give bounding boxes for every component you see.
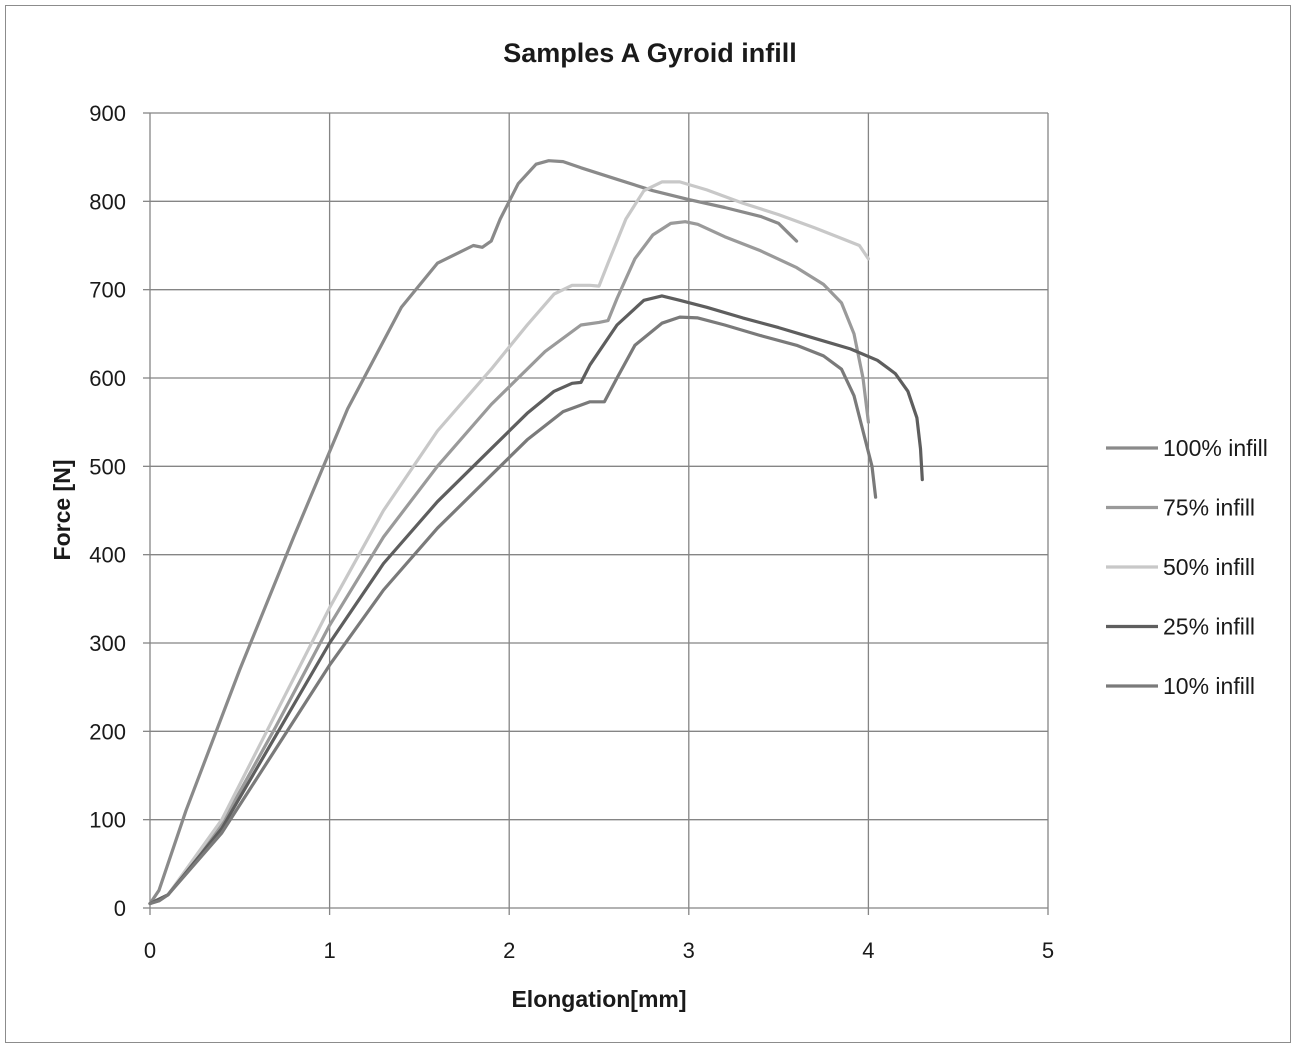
series-line-75-infill [148, 220, 870, 906]
y-tick-label: 800 [89, 189, 126, 214]
legend: 100% infill 75% infill 50% infill 25% infil… [1106, 435, 1268, 699]
legend-label: 25% infill [1163, 614, 1255, 640]
x-axis-title: Elongation[mm] [511, 986, 686, 1012]
legend-label: 50% infill [1163, 554, 1255, 580]
y-tick-label: 900 [89, 101, 126, 126]
legend-label: 10% infill [1163, 673, 1255, 699]
series-line-50-infill [148, 180, 870, 906]
y-tick-label: 100 [89, 808, 126, 833]
x-tick-label: 3 [683, 938, 695, 963]
y-tick-label: 700 [89, 278, 126, 303]
chart-frame [5, 5, 1291, 1043]
x-tick-label: 0 [144, 938, 156, 963]
y-tick-label: 200 [89, 719, 126, 744]
series-line-25-infill [148, 294, 924, 906]
legend-label: 100% infill [1163, 435, 1268, 461]
y-tick-label: 300 [89, 631, 126, 656]
x-tick-label: 2 [503, 938, 515, 963]
grid [143, 112, 1049, 915]
series-line-10-infill [148, 315, 878, 906]
legend-label: 75% infill [1163, 495, 1255, 521]
y-axis-title: Force [N] [49, 460, 75, 561]
x-tick-label: 5 [1042, 938, 1054, 963]
series-lines [148, 159, 924, 906]
y-tick-label: 400 [89, 543, 126, 568]
x-tick-labels: 0 1 2 3 4 5 [144, 938, 1054, 963]
y-tick-label: 0 [114, 896, 126, 921]
x-tick-label: 1 [323, 938, 335, 963]
y-tick-label: 500 [89, 454, 126, 479]
y-tick-label: 600 [89, 366, 126, 391]
chart-title: Samples A Gyroid infill [503, 38, 797, 68]
x-tick-label: 4 [862, 938, 874, 963]
series-line-100-infill [148, 159, 799, 906]
y-tick-labels: 0 100 200 300 400 500 600 700 800 900 [89, 101, 126, 921]
